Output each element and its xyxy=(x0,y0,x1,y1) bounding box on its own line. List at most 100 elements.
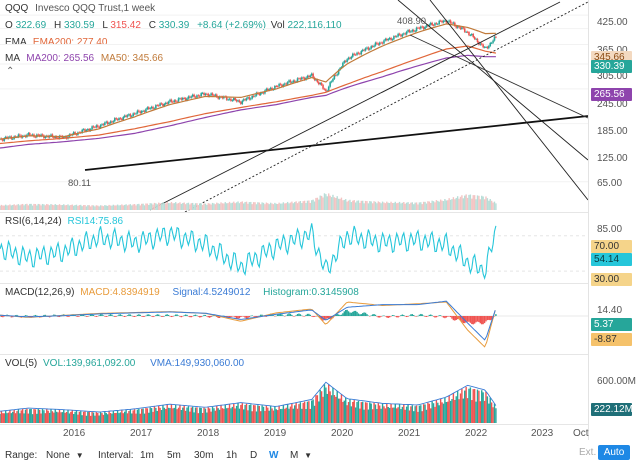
candle-body xyxy=(241,100,244,104)
interval-w-button[interactable]: W xyxy=(269,450,279,461)
overlay-volume-bar xyxy=(278,202,280,210)
panel-separator[interactable] xyxy=(0,212,588,213)
overlay-volume-bar xyxy=(449,199,452,210)
candle-body xyxy=(139,111,142,114)
volume-bar xyxy=(475,401,477,423)
macd-histogram-bar xyxy=(261,314,263,316)
overlay-volume-bar xyxy=(170,201,173,210)
overlay-volume-bar xyxy=(29,203,31,210)
overlay-volume-bar xyxy=(374,201,377,210)
collapse-legend-chevron-icon[interactable]: ⌃ xyxy=(6,66,15,77)
interval-1h-button[interactable]: 1h xyxy=(226,450,238,461)
interval-m-button[interactable]: M ▼ xyxy=(290,450,312,461)
volume-bar xyxy=(14,413,17,423)
macd-histogram-bar xyxy=(369,316,371,317)
volume-bar xyxy=(12,411,14,423)
overlay-volume-bar xyxy=(13,204,15,210)
overlay-volume-bar xyxy=(295,201,297,210)
volume-bar xyxy=(9,410,11,423)
macd-histogram-bar xyxy=(156,314,158,316)
macd-histogram-bar xyxy=(469,316,472,323)
candle-body xyxy=(387,39,390,41)
extended-hours-button[interactable]: Ext. xyxy=(579,447,597,458)
overlay-volume-bar xyxy=(281,203,283,210)
volume-bar xyxy=(354,407,357,423)
candle-body xyxy=(463,28,466,32)
volume-bar xyxy=(490,402,493,423)
macd-histogram-bar xyxy=(237,316,239,319)
volume-bar xyxy=(296,408,299,423)
macd-histogram-bar xyxy=(27,316,30,317)
interval-d-button[interactable]: D xyxy=(250,450,258,461)
macd-histogram-bar xyxy=(12,316,14,318)
overlay-volume-bar xyxy=(189,204,191,210)
volume-bar xyxy=(169,408,171,423)
overlay-volume-bar xyxy=(55,204,58,210)
candle-body xyxy=(94,127,96,129)
macd-histogram-bar xyxy=(364,312,367,316)
volume-bar xyxy=(444,397,446,423)
overlay-volume-bar xyxy=(299,200,302,210)
overlay-volume-bar xyxy=(46,203,48,210)
volume-bar xyxy=(396,408,398,423)
overlay-volume-bar xyxy=(125,204,127,210)
interval-1m-button[interactable]: 1m xyxy=(140,450,154,461)
volume-bar xyxy=(261,405,263,423)
macd-histogram-bar xyxy=(441,316,443,317)
volume-bar xyxy=(233,403,235,423)
volume-bar xyxy=(292,408,294,423)
volume-bar xyxy=(155,407,157,423)
macd-histogram-bar xyxy=(265,316,268,317)
overlay-volume-bar xyxy=(191,202,194,210)
volume-bar xyxy=(291,403,293,423)
interval-5m-button[interactable]: 5m xyxy=(167,450,181,461)
overlay-volume-bar xyxy=(74,205,76,210)
macd-histogram-bar xyxy=(405,316,408,318)
overlay-volume-bar xyxy=(414,202,416,210)
overlay-volume-bar xyxy=(332,194,334,210)
volume-bar xyxy=(414,406,416,423)
candle-body xyxy=(126,115,129,117)
candle-body xyxy=(204,93,207,96)
overlay-volume-bar xyxy=(53,205,55,210)
volume-bar xyxy=(3,413,5,423)
candle-body xyxy=(9,136,11,138)
candle-body xyxy=(75,134,78,135)
macd-histogram-bar xyxy=(235,316,238,319)
interval-30m-button[interactable]: 30m xyxy=(194,450,214,461)
candle-body xyxy=(492,40,494,43)
range-select[interactable]: None ▼ xyxy=(46,450,84,461)
volume-bar xyxy=(30,408,32,423)
volume-bar xyxy=(102,414,105,423)
macd-histogram-bar xyxy=(394,316,397,317)
overlay-volume-bar xyxy=(301,203,303,210)
volume-bar xyxy=(203,407,205,423)
panel-separator[interactable] xyxy=(0,354,588,355)
candle-body xyxy=(153,108,156,110)
histogram-value: Histogram:0.3145908 xyxy=(263,287,359,298)
volume-bar xyxy=(281,408,283,423)
volume-bar xyxy=(7,412,10,423)
candle-body xyxy=(384,38,387,41)
auto-scale-button[interactable]: Auto xyxy=(598,445,630,460)
candle-body xyxy=(435,23,438,25)
candle-body xyxy=(180,98,183,100)
volume-bar xyxy=(0,413,1,423)
candle-body xyxy=(147,107,150,109)
candle-body xyxy=(366,47,368,49)
candle-body xyxy=(118,118,120,121)
candle-body xyxy=(203,92,205,96)
overlay-volume-bar xyxy=(91,205,93,210)
overlay-volume-bar xyxy=(135,205,137,210)
overlay-volume-bar xyxy=(109,205,112,210)
macd-histogram-bar xyxy=(281,314,283,316)
macd-histogram-bar xyxy=(428,314,431,316)
volume-bar xyxy=(482,392,484,423)
panel-separator[interactable] xyxy=(0,283,588,284)
chart-canvas[interactable] xyxy=(0,0,588,425)
volume-bar xyxy=(201,412,204,423)
volume-bar xyxy=(284,408,286,423)
macd-histogram-bar xyxy=(193,315,195,316)
volume-bar xyxy=(13,409,15,423)
overlay-volume-bar xyxy=(126,205,129,210)
